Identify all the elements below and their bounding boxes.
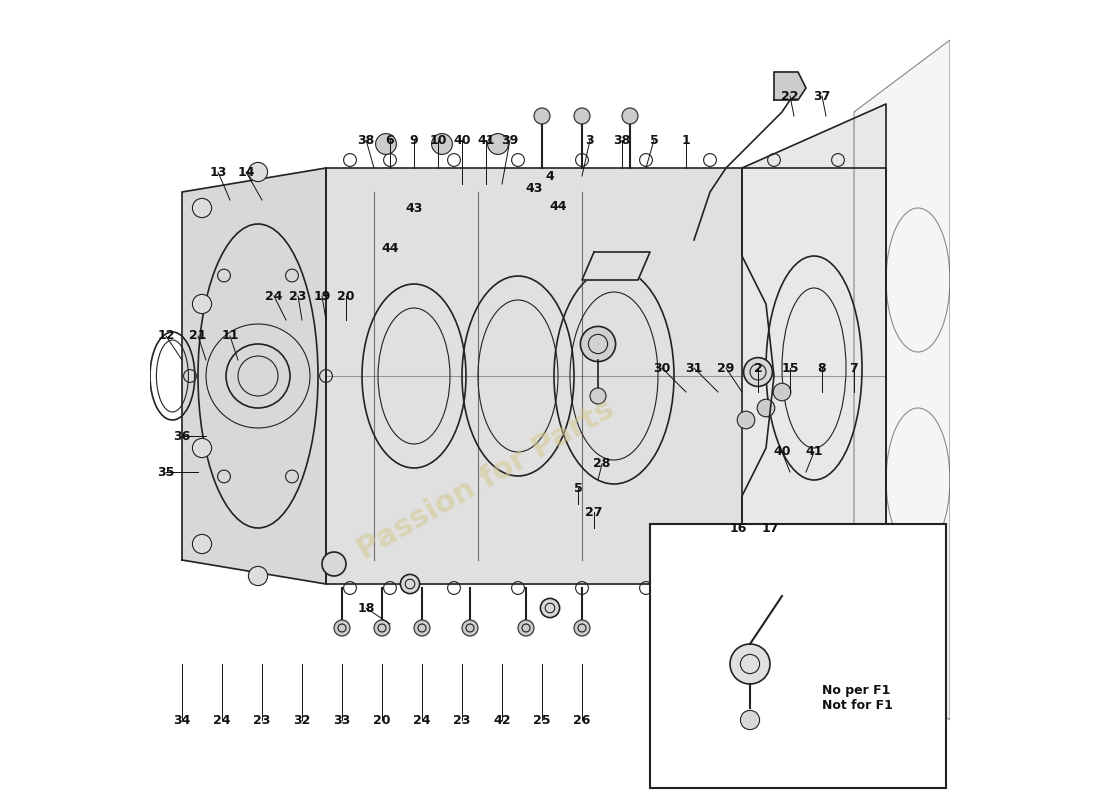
Circle shape (192, 294, 211, 314)
Text: 17: 17 (761, 522, 779, 534)
Text: 40: 40 (453, 134, 471, 146)
Polygon shape (854, 40, 950, 720)
Text: 3: 3 (585, 134, 594, 146)
Text: 38: 38 (614, 134, 630, 146)
Text: 2: 2 (754, 362, 762, 374)
Circle shape (249, 162, 267, 182)
Circle shape (737, 411, 755, 429)
Text: 29: 29 (717, 362, 735, 374)
Text: 23: 23 (453, 714, 471, 726)
Text: 11: 11 (221, 330, 239, 342)
Text: 20: 20 (373, 714, 390, 726)
Text: 33: 33 (333, 714, 351, 726)
Circle shape (757, 399, 774, 417)
Text: 15: 15 (781, 362, 799, 374)
Text: 1: 1 (682, 134, 691, 146)
Circle shape (518, 620, 534, 636)
Text: 4: 4 (546, 170, 554, 182)
Text: 28: 28 (593, 458, 611, 470)
Text: 22: 22 (781, 90, 799, 102)
Text: 23: 23 (253, 714, 271, 726)
Circle shape (740, 710, 760, 730)
Text: 12: 12 (157, 330, 175, 342)
Text: 14: 14 (238, 166, 255, 178)
Text: Passion for Parts: Passion for Parts (352, 394, 619, 566)
Text: 24: 24 (213, 714, 231, 726)
Polygon shape (182, 168, 326, 584)
Text: 20: 20 (338, 290, 354, 302)
Text: 37: 37 (813, 90, 830, 102)
Circle shape (744, 358, 772, 386)
Text: 8: 8 (817, 362, 826, 374)
Polygon shape (774, 72, 806, 100)
Polygon shape (326, 168, 886, 584)
Text: 25: 25 (534, 714, 551, 726)
Circle shape (590, 388, 606, 404)
Text: 31: 31 (685, 362, 703, 374)
Text: 6: 6 (386, 134, 394, 146)
Text: 10: 10 (429, 134, 447, 146)
Circle shape (534, 108, 550, 124)
Circle shape (375, 134, 396, 154)
Text: 44: 44 (382, 242, 398, 254)
Circle shape (192, 438, 211, 458)
Circle shape (334, 620, 350, 636)
Circle shape (192, 198, 211, 218)
Text: 35: 35 (157, 466, 175, 478)
Circle shape (414, 620, 430, 636)
Text: 43: 43 (405, 202, 422, 214)
Circle shape (621, 108, 638, 124)
Text: 24: 24 (414, 714, 431, 726)
Circle shape (773, 383, 791, 401)
Circle shape (192, 534, 211, 554)
Circle shape (581, 326, 616, 362)
Text: 5: 5 (573, 482, 582, 494)
Text: 30: 30 (653, 362, 671, 374)
Circle shape (730, 644, 770, 684)
Circle shape (574, 108, 590, 124)
Text: 18: 18 (358, 602, 375, 614)
Circle shape (322, 552, 346, 576)
Text: 41: 41 (805, 446, 823, 458)
Text: 42: 42 (493, 714, 510, 726)
Text: 16: 16 (729, 522, 747, 534)
Text: 9: 9 (409, 134, 418, 146)
Circle shape (487, 134, 508, 154)
FancyBboxPatch shape (650, 524, 946, 788)
Text: No per F1
Not for F1: No per F1 Not for F1 (822, 684, 893, 712)
Text: 36: 36 (174, 430, 190, 442)
Text: 19: 19 (314, 290, 331, 302)
Circle shape (400, 574, 419, 594)
Text: 21: 21 (189, 330, 207, 342)
Text: 24: 24 (265, 290, 283, 302)
Circle shape (249, 566, 267, 586)
Text: 26: 26 (573, 714, 591, 726)
Circle shape (374, 620, 390, 636)
Polygon shape (582, 252, 650, 280)
Polygon shape (742, 104, 886, 640)
Text: 38: 38 (358, 134, 375, 146)
Circle shape (462, 620, 478, 636)
Text: 34: 34 (174, 714, 190, 726)
Text: 32: 32 (294, 714, 310, 726)
Text: 43: 43 (526, 182, 542, 194)
Text: 27: 27 (585, 506, 603, 518)
Text: 5: 5 (650, 134, 659, 146)
Text: 40: 40 (773, 446, 791, 458)
Circle shape (540, 598, 560, 618)
Text: 44: 44 (549, 200, 566, 213)
Text: 7: 7 (849, 362, 858, 374)
Circle shape (574, 620, 590, 636)
Text: 41: 41 (477, 134, 495, 146)
Circle shape (431, 134, 452, 154)
Text: 39: 39 (502, 134, 518, 146)
Text: 23: 23 (289, 290, 307, 302)
Text: 13: 13 (209, 166, 227, 178)
